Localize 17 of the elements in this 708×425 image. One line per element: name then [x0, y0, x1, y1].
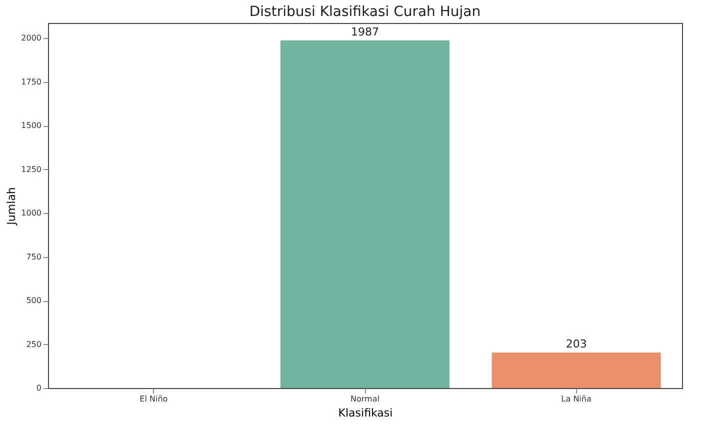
y-tick-label: 250	[26, 340, 42, 349]
y-tick-label: 0	[36, 384, 42, 392]
data-label: 203	[566, 337, 587, 350]
y-tick-label: 1750	[21, 77, 42, 86]
x-tick-label: La Niña	[561, 394, 592, 404]
y-tick-label: 500	[26, 296, 42, 306]
y-axis-title: Jumlah	[5, 187, 18, 226]
y-tick-label: 1500	[21, 121, 42, 130]
y-tick-label: 750	[26, 252, 42, 262]
x-tick-label: El Niño	[140, 394, 168, 404]
y-tick-label: 1000	[21, 208, 42, 218]
y-tick-label: 2000	[21, 34, 42, 43]
chart-title: Distribusi Klasifikasi Curah Hujan	[249, 4, 481, 20]
data-label: 1987	[351, 25, 379, 38]
x-tick-label: Normal	[350, 394, 380, 404]
y-tick-label: 1250	[21, 164, 42, 174]
x-axis-title: Klasifikasi	[338, 406, 393, 420]
